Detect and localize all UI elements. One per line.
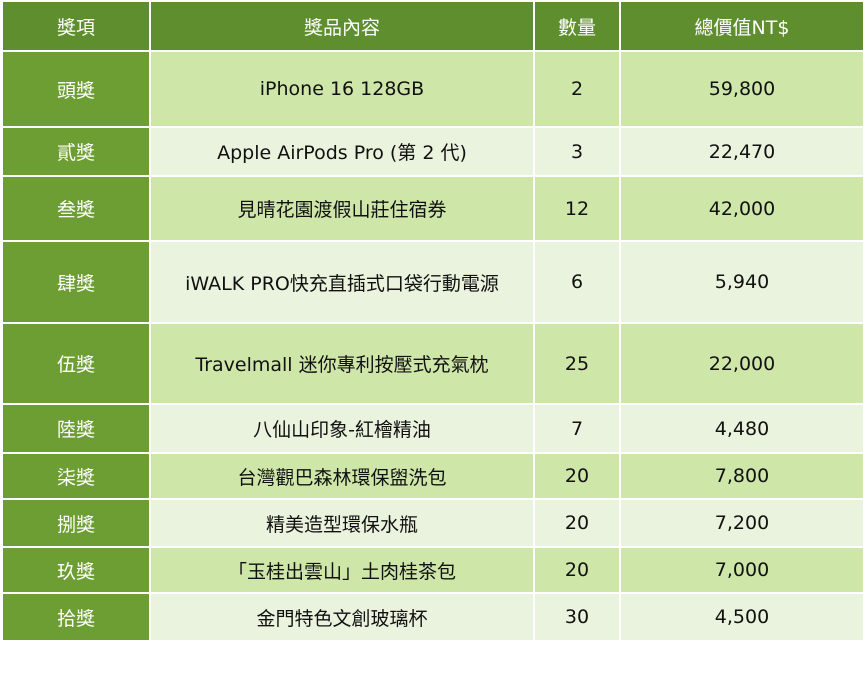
table-cell: 30 [533, 592, 621, 642]
table-row: 陸獎 八仙山印象-紅檜精油 7 4,480 [1, 403, 865, 454]
table-cell: 4,500 [619, 592, 865, 642]
table-cell: iWALK PRO快充直插式口袋行動電源 [149, 240, 535, 324]
table-row: 玖獎 「玉桂出雲山」土肉桂茶包 20 7,000 [1, 546, 865, 594]
prize-rank: 陸獎 [1, 403, 151, 454]
header-cell: 獎品內容 [149, 0, 535, 52]
table-row: 拾獎 金門特色文創玻璃杯 30 4,500 [1, 592, 865, 642]
table-cell: 金門特色文創玻璃杯 [149, 592, 535, 642]
table-row: 貳獎 Apple AirPods Pro (第 2 代) 3 22,470 [1, 126, 865, 177]
table-cell: 5,940 [619, 240, 865, 324]
table-row: 捌獎 精美造型環保水瓶 20 7,200 [1, 498, 865, 548]
table-row: 伍獎 Travelmall 迷你專利按壓式充氣枕 25 22,000 [1, 322, 865, 405]
prize-rank: 玖獎 [1, 546, 151, 594]
prize-rank: 貳獎 [1, 126, 151, 177]
table-cell: 3 [533, 126, 621, 177]
header-row: 獎項 獎品內容 數量 總價值NT$ [1, 0, 865, 52]
table-cell: 12 [533, 175, 621, 242]
table-cell: Travelmall 迷你專利按壓式充氣枕 [149, 322, 535, 405]
table-row: 頭獎 iPhone 16 128GB 2 59,800 [1, 50, 865, 128]
header-cell: 獎項 [1, 0, 151, 52]
table-row: 肆獎 iWALK PRO快充直插式口袋行動電源 6 5,940 [1, 240, 865, 324]
table-cell: 6 [533, 240, 621, 324]
prize-rank: 伍獎 [1, 322, 151, 405]
table-cell: 「玉桂出雲山」土肉桂茶包 [149, 546, 535, 594]
table-cell: 20 [533, 546, 621, 594]
table-cell: 精美造型環保水瓶 [149, 498, 535, 548]
table-cell: 22,000 [619, 322, 865, 405]
table-cell: 25 [533, 322, 621, 405]
header-cell: 數量 [533, 0, 621, 52]
table-cell: 台灣觀巴森林環保盥洗包 [149, 452, 535, 500]
table-cell: 7 [533, 403, 621, 454]
table-cell: 八仙山印象-紅檜精油 [149, 403, 535, 454]
table-cell: 20 [533, 498, 621, 548]
header-cell: 總價值NT$ [619, 0, 865, 52]
table-cell: 20 [533, 452, 621, 500]
prize-rank: 肆獎 [1, 240, 151, 324]
prize-table: 獎項 獎品內容 數量 總價值NT$ 頭獎 iPhone 16 128GB 2 59,800 貳… [1, 0, 865, 642]
table-cell: 2 [533, 50, 621, 128]
table-cell: 見晴花園渡假山莊住宿券 [149, 175, 535, 242]
table-row: 叁獎 見晴花園渡假山莊住宿券 12 42,000 [1, 175, 865, 242]
table-cell: iPhone 16 128GB [149, 50, 535, 128]
table-cell: 4,480 [619, 403, 865, 454]
prize-rank: 頭獎 [1, 50, 151, 128]
prize-rank: 拾獎 [1, 592, 151, 642]
table-cell: 7,000 [619, 546, 865, 594]
prize-rank: 叁獎 [1, 175, 151, 242]
table-cell: 7,200 [619, 498, 865, 548]
prize-rank: 捌獎 [1, 498, 151, 548]
table-cell: 42,000 [619, 175, 865, 242]
table-cell: 59,800 [619, 50, 865, 128]
prize-rank: 柒獎 [1, 452, 151, 500]
table-cell: 7,800 [619, 452, 865, 500]
table-cell: 22,470 [619, 126, 865, 177]
table-cell: Apple AirPods Pro (第 2 代) [149, 126, 535, 177]
table-body: 頭獎 iPhone 16 128GB 2 59,800 貳獎 Apple AirPods … [1, 50, 865, 642]
table-row: 柒獎 台灣觀巴森林環保盥洗包 20 7,800 [1, 452, 865, 500]
